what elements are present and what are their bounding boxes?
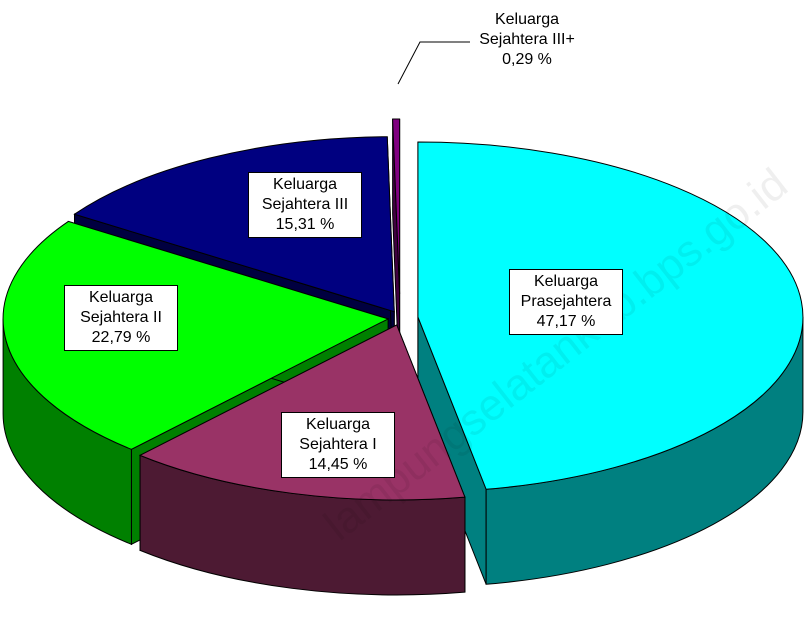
slice-label: Keluarga Sejahtera I 14,45 % — [281, 412, 395, 478]
slice-name: Keluarga Sejahtera III — [261, 176, 349, 213]
slice-name: Keluarga Sejahtera II — [80, 289, 162, 326]
pie-slice — [2, 220, 390, 450]
leader-line — [397, 41, 470, 85]
slice-value: 0,29 % — [502, 51, 552, 68]
slice-value: 14,45 % — [308, 456, 368, 473]
slice-name: Keluarga Prasejahtera — [520, 273, 612, 310]
slice-label: Keluarga Sejahtera III 15,31 % — [248, 172, 362, 238]
pie-slice — [392, 118, 401, 295]
slice-name: Keluarga Sejahtera I — [299, 416, 377, 453]
slice-value: 47,17 % — [536, 313, 596, 330]
slice-label: Keluarga Sejahtera II 22,79 % — [64, 285, 178, 351]
slice-value: 22,79 % — [91, 329, 151, 346]
slice-label: Keluarga Sejahtera III+ 0,29 % — [475, 10, 579, 70]
slice-label: Keluarga Prasejahtera 47,17 % — [509, 269, 623, 335]
slice-value: 15,31 % — [275, 216, 335, 233]
slice-name: Keluarga Sejahtera III+ — [479, 11, 575, 48]
